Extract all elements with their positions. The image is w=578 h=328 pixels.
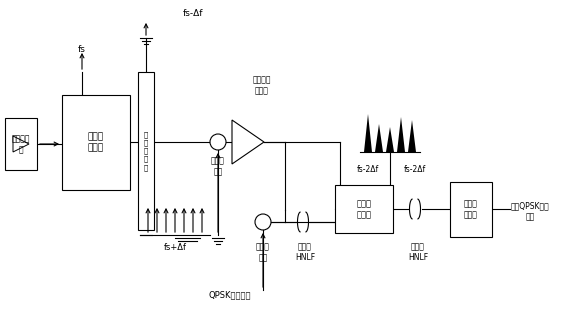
Text: QPSK信号输入: QPSK信号输入 [209,291,251,299]
Text: 第二耦
合器: 第二耦 合器 [256,242,270,262]
Text: fs+Δf: fs+Δf [164,243,187,253]
Text: fs-2Δf: fs-2Δf [404,166,426,174]
Bar [62,95,130,190]
Text: 第一耦
合器: 第一耦 合器 [211,156,225,176]
Text: fs-2Δf: fs-2Δf [357,166,379,174]
Polygon shape [375,124,383,152]
Bar [5,118,37,170]
Polygon shape [386,127,394,152]
Text: fs-Δf: fs-Δf [183,10,203,18]
Text: 第一段
HNLF: 第一段 HNLF [295,242,315,262]
Polygon shape [232,120,264,164]
Circle shape [210,134,226,150]
Bar [450,182,492,237]
Text: 波长选
择开关: 波长选 择开关 [357,199,372,219]
Text: 掺铒光纤
放大器: 掺铒光纤 放大器 [253,75,271,95]
Bar [335,185,393,233]
Polygon shape [364,114,372,152]
Text: 第二段
HNLF: 第二段 HNLF [408,242,428,262]
Text: 光频梳
产生器: 光频梳 产生器 [88,133,104,153]
Text: 再生QPSK信号
输出: 再生QPSK信号 输出 [510,201,549,221]
Polygon shape [408,120,416,152]
Text: fs: fs [78,46,86,54]
Text: 泵浦激光
器: 泵浦激光 器 [12,134,30,154]
Bar [138,72,154,230]
Text: 光
解
复
用
器: 光 解 复 用 器 [144,132,148,171]
Circle shape [255,214,271,230]
Text: 光带通
滤波器: 光带通 滤波器 [464,199,478,219]
Polygon shape [397,117,405,152]
